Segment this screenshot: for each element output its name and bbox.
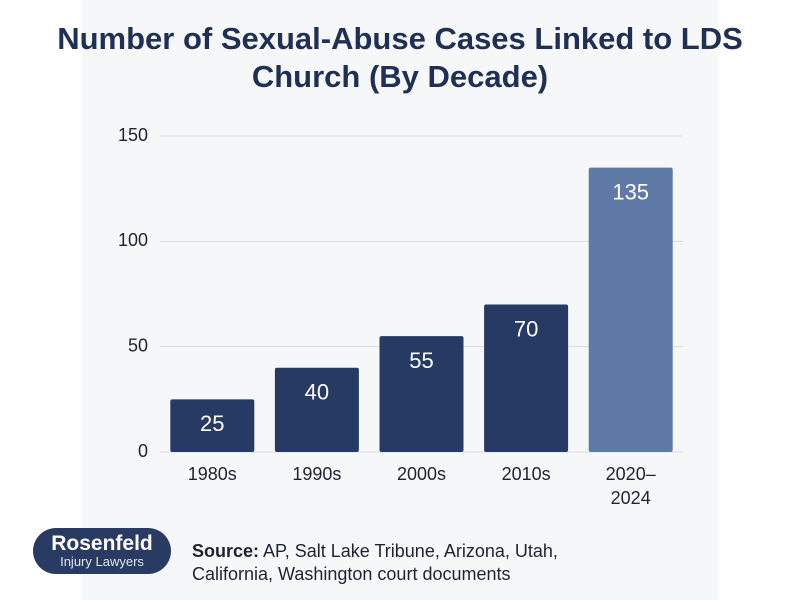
x-tick-label: 2000s xyxy=(396,464,447,484)
data-label: 70 xyxy=(514,316,538,341)
data-label: 40 xyxy=(305,380,329,405)
logo-name: Rosenfeld xyxy=(51,532,153,555)
x-tick-label: 1990s xyxy=(292,464,342,484)
x-tick-label: 2010s xyxy=(501,464,551,484)
source-label: Source: xyxy=(192,541,260,561)
y-tick-label: 50 xyxy=(128,335,148,355)
source-text: AP, Salt Lake Tribune, Arizona, Utah, Ca… xyxy=(192,541,558,584)
data-label: 135 xyxy=(612,179,649,204)
x-tick-label: 2020–2024 xyxy=(605,464,656,508)
data-label: 25 xyxy=(200,411,224,436)
bar xyxy=(588,167,673,452)
chart-title: Number of Sexual-Abuse Cases Linked to L… xyxy=(57,21,743,94)
y-tick-label: 0 xyxy=(138,441,148,461)
y-tick-label: 100 xyxy=(118,230,148,250)
logo: Rosenfeld Injury Lawyers xyxy=(33,528,171,574)
logo-subtitle: Injury Lawyers xyxy=(60,554,144,569)
data-label: 55 xyxy=(409,348,433,373)
bar xyxy=(484,304,569,452)
source-note: Source: AP, Salt Lake Tribune, Arizona, … xyxy=(192,540,622,586)
bar xyxy=(274,367,359,452)
bar xyxy=(379,336,464,452)
bar xyxy=(170,399,255,452)
y-tick-label: 150 xyxy=(118,125,148,145)
x-tick-label: 1980s xyxy=(187,464,237,484)
